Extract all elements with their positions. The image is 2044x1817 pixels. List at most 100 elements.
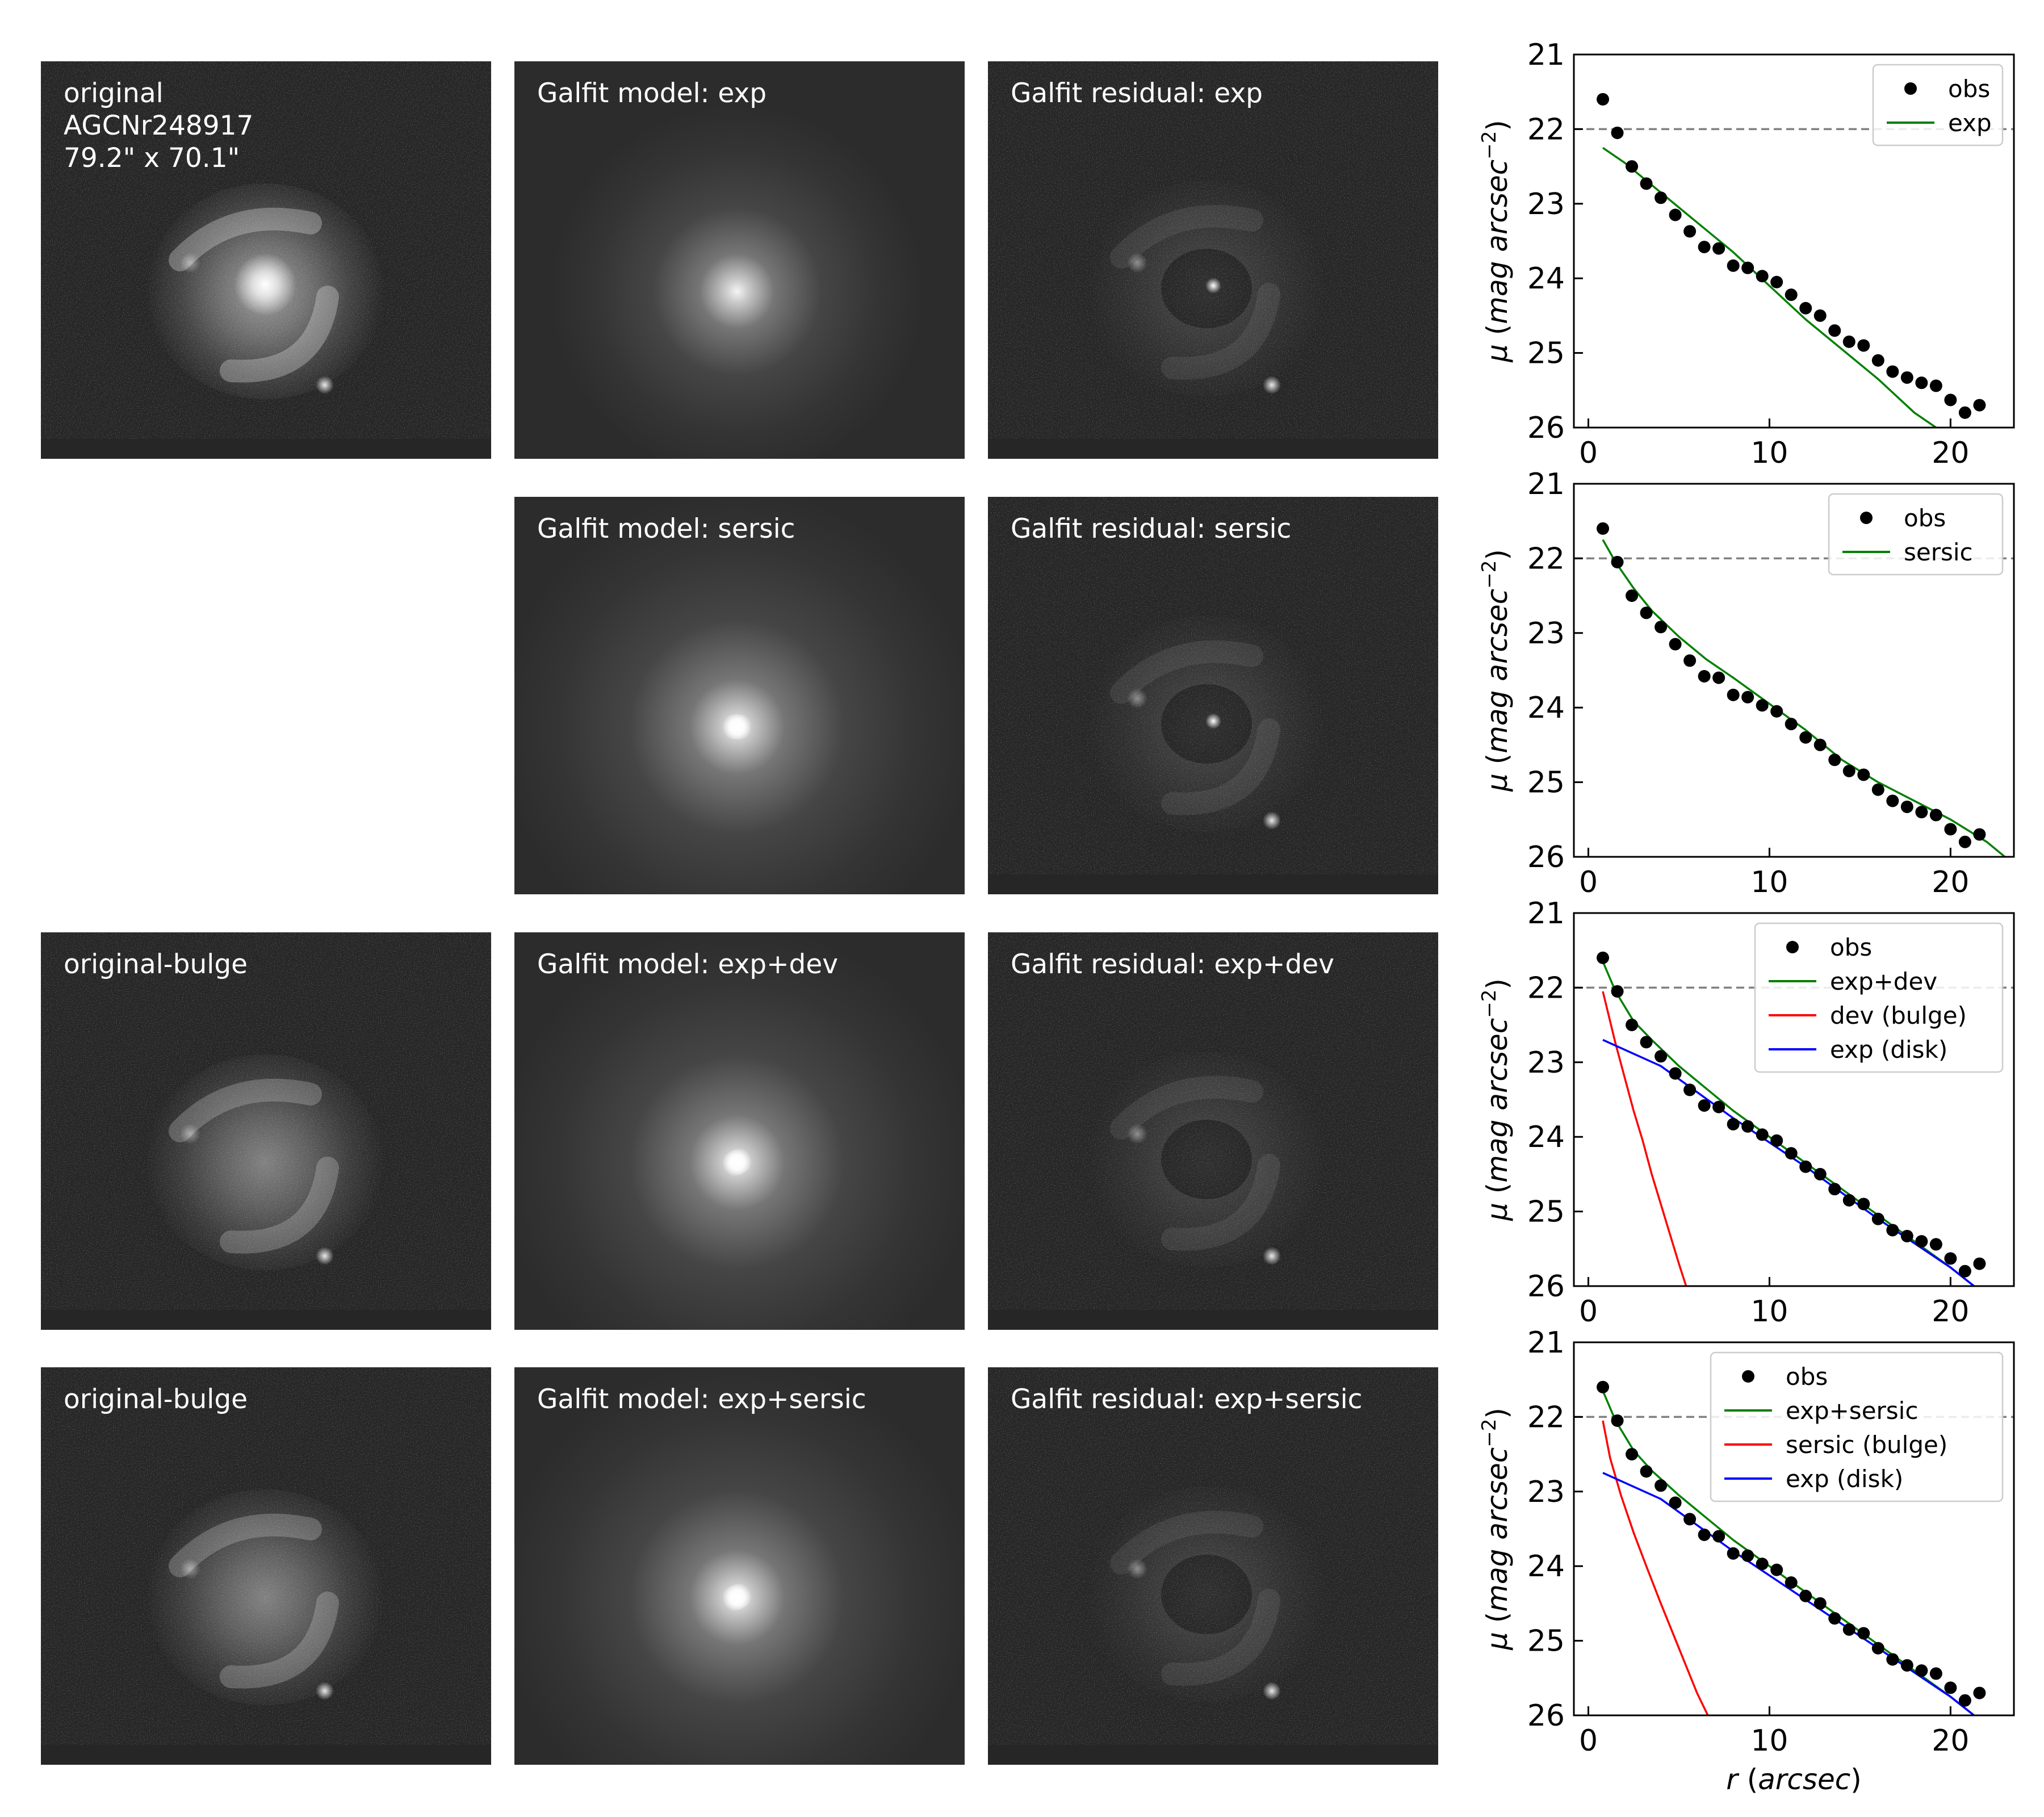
obs-point <box>1958 406 1971 419</box>
panel-label-line: Galfit residual: exp+sersic <box>1011 1384 1363 1415</box>
x-tick-label: 10 <box>1750 865 1788 899</box>
obs-point <box>1655 621 1668 634</box>
obs-point <box>1886 365 1899 378</box>
obs-point <box>1857 1627 1870 1640</box>
panel-label: Galfit residual: exp+sersic <box>1011 1383 1363 1416</box>
legend-marker <box>1786 941 1799 953</box>
series-line-sersic <box>1602 539 2006 857</box>
obs-point <box>1828 1612 1841 1625</box>
legend-label: exp+sersic <box>1786 1397 1918 1425</box>
plot-frame <box>1573 483 2015 858</box>
obs-point <box>1626 160 1639 173</box>
panel-label-line: Galfit residual: sersic <box>1011 513 1292 545</box>
y-axis-label: μ (mag arcsec−2) <box>1478 120 1514 363</box>
obs-point <box>1944 393 1957 407</box>
panel-label-line: 79.2" x 70.1" <box>64 143 240 174</box>
obs-point <box>1683 225 1697 238</box>
obs-point <box>1871 1212 1884 1225</box>
obs-point <box>1727 688 1740 701</box>
obs-point <box>1727 1547 1740 1560</box>
obs-point <box>1900 371 1913 384</box>
y-tick-label: 21 <box>1527 467 1565 501</box>
obs-point <box>1828 1183 1841 1196</box>
obs-point <box>1799 1589 1812 1602</box>
obs-point <box>1900 800 1913 813</box>
legend-label: obs <box>1830 933 1872 961</box>
obs-point <box>1712 1530 1725 1543</box>
series-line-exp-disk- <box>1602 1039 1975 1286</box>
obs-point <box>1958 1265 1971 1278</box>
panel-residual-sersic: Galfit residual: sersic <box>988 497 1438 894</box>
obs-point <box>1712 671 1725 684</box>
obs-point <box>1785 288 1798 302</box>
obs-point <box>1597 93 1610 106</box>
y-tick-label: 22 <box>1527 112 1565 146</box>
y-axis-label: μ (mag arcsec−2) <box>1478 1408 1514 1651</box>
legend: obs exp+dev dev (bulge) exp (disk) <box>1754 922 2004 1073</box>
panel-label: Galfit model: sersic <box>537 513 795 545</box>
obs-point <box>1655 191 1668 204</box>
y-tick-label: 26 <box>1527 840 1565 874</box>
panel-label-line: original-bulge <box>64 1384 248 1415</box>
obs-point <box>1655 1050 1668 1063</box>
obs-point <box>1770 1134 1783 1147</box>
obs-point <box>1669 638 1682 651</box>
obs-point <box>1712 242 1725 255</box>
obs-point <box>1597 1380 1610 1393</box>
obs-point <box>1727 259 1740 272</box>
y-tick-label: 23 <box>1527 187 1565 221</box>
legend: obs exp+sersic sersic (bulge) exp (disk) <box>1710 1351 2004 1502</box>
obs-point <box>1756 1128 1769 1141</box>
panel-label: Galfit residual: exp+dev <box>1011 948 1334 981</box>
panel-original-bulge: original-bulge <box>41 932 491 1330</box>
obs-point <box>1611 985 1624 998</box>
x-axis-label: r (arcsec) <box>1726 1763 1861 1796</box>
obs-point <box>1813 738 1827 751</box>
obs-point <box>1900 1229 1913 1242</box>
obs-point <box>1915 376 1928 390</box>
obs-point <box>1799 731 1812 744</box>
y-tick-label: 23 <box>1527 1046 1565 1080</box>
obs-point <box>1929 1238 1942 1251</box>
panel-model-expdev: Galfit model: exp+dev <box>514 932 965 1330</box>
panel-label-line: Galfit residual: exp <box>1011 78 1263 109</box>
obs-point <box>1944 823 1957 836</box>
legend-label: exp (disk) <box>1830 1036 1947 1064</box>
obs-point <box>1669 208 1682 221</box>
profile-plot-2: 21 22 23 24 25 26 0 10 20 μ (mag arcsec−2) obs sers… <box>1478 467 2015 899</box>
panel-residual-expdev: Galfit residual: exp+dev <box>988 932 1438 1330</box>
obs-point <box>1640 1465 1653 1478</box>
legend-marker <box>1860 512 1873 524</box>
obs-point <box>1741 261 1754 274</box>
legend-marker <box>1904 82 1917 95</box>
plot-frame <box>1573 53 2015 429</box>
y-tick-label: 23 <box>1527 1475 1565 1509</box>
x-tick-label: 20 <box>1932 1724 1969 1758</box>
obs-point <box>1857 768 1870 781</box>
panel-label: original-bulge <box>64 1383 248 1416</box>
panel-label-line: original <box>64 78 164 109</box>
y-tick-label: 26 <box>1527 411 1565 445</box>
obs-point <box>1785 1147 1798 1160</box>
panel-label: Galfit residual: sersic <box>1011 513 1291 545</box>
obs-point <box>1929 1667 1942 1680</box>
x-tick-label: 0 <box>1579 436 1598 470</box>
obs-point <box>1611 126 1624 139</box>
obs-point <box>1915 806 1928 819</box>
obs-point <box>1842 764 1855 777</box>
legend-label: sersic <box>1904 538 1973 566</box>
x-tick-label: 10 <box>1750 1724 1788 1758</box>
panel-label: Galfit model: exp <box>537 77 767 110</box>
obs-point <box>1741 1549 1754 1562</box>
y-tick-label: 26 <box>1527 1270 1565 1304</box>
obs-point <box>1785 718 1798 731</box>
obs-point <box>1973 1257 1986 1270</box>
obs-point <box>1597 522 1610 535</box>
y-tick-label: 25 <box>1527 766 1565 800</box>
legend-label: obs <box>1948 75 1990 103</box>
x-tick-label: 0 <box>1579 1724 1598 1758</box>
panel-model-exp: Galfit model: exp <box>514 61 965 459</box>
panel-label-line: Galfit model: exp+sersic <box>537 1384 866 1415</box>
obs-point <box>1698 1099 1711 1112</box>
